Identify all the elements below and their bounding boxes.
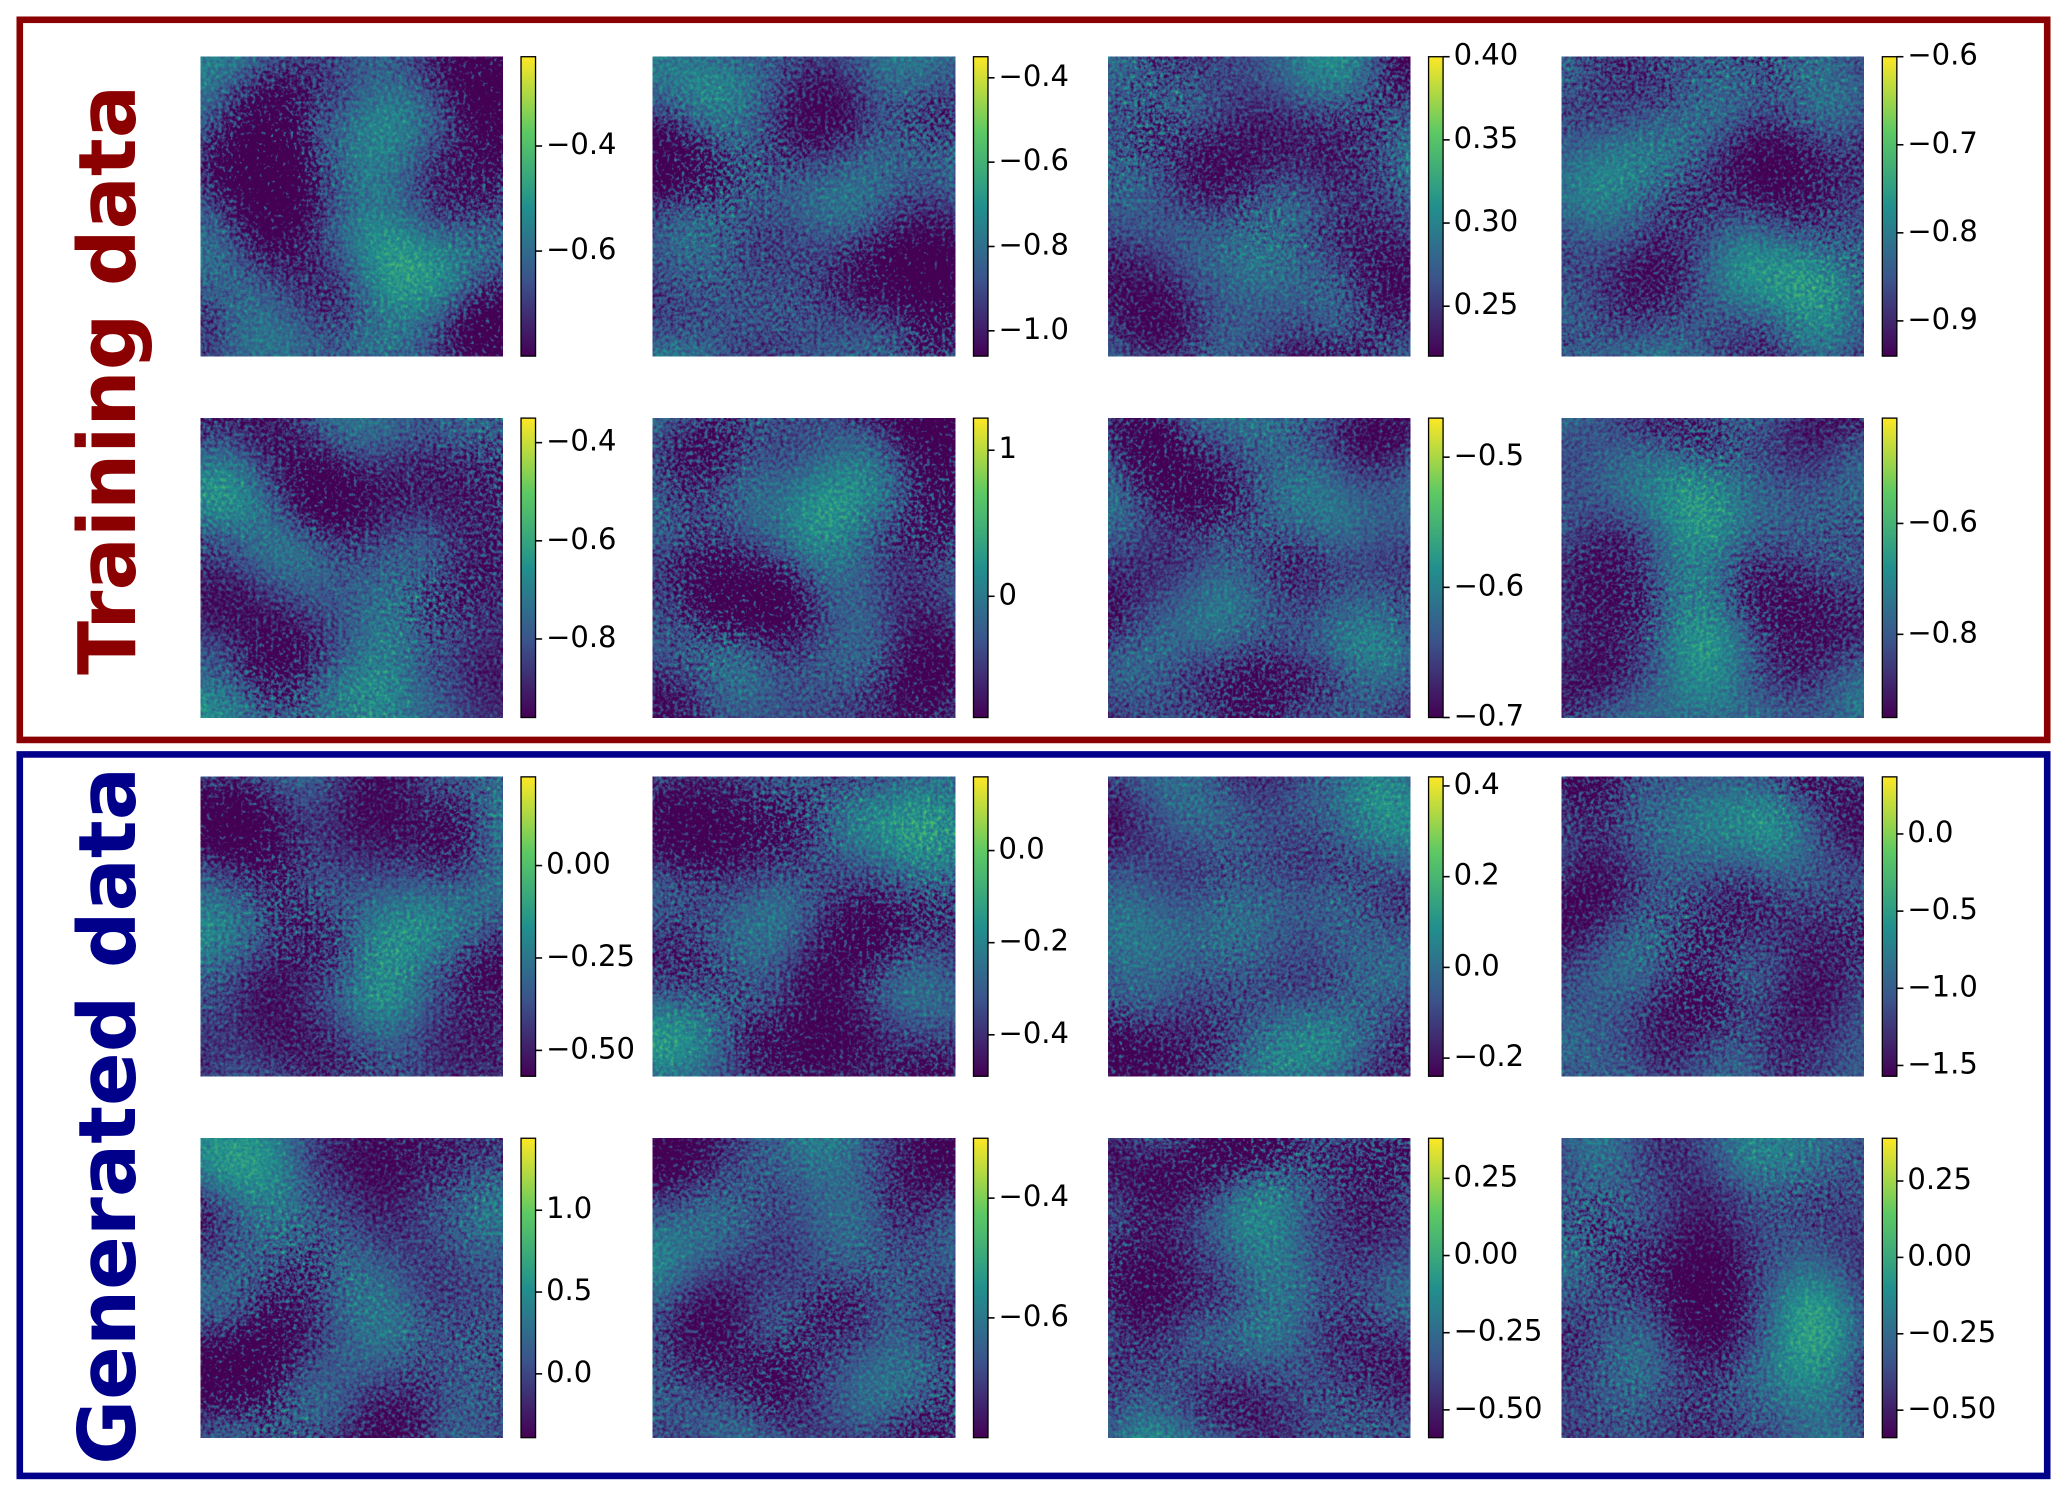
colorbar-tick-label: −0.4 — [546, 424, 616, 458]
colorbar-tick-label: −0.25 — [1454, 1314, 1543, 1348]
colorbar-tick-label: 0.25 — [1454, 1159, 1519, 1193]
heatmap — [1561, 1138, 1864, 1438]
colorbar-tick-label: −0.25 — [1907, 1315, 1996, 1349]
colorbar-tick-label: 0.5 — [546, 1273, 592, 1307]
colorbar — [1881, 56, 1898, 357]
colorbar-tick-label: 0.0 — [1907, 815, 1953, 849]
colorbar-tick-label: −0.8 — [1907, 615, 1977, 649]
heatmap — [652, 418, 956, 718]
colorbar-tick-label: 0.30 — [1454, 204, 1519, 238]
colorbar-tick-label: 0.0 — [546, 1355, 592, 1389]
colorbar-tick-label: −0.6 — [546, 522, 616, 556]
colorbar-tick-label: 0.4 — [1454, 767, 1500, 801]
heatmap — [1108, 418, 1411, 718]
colorbar-tick-label: −1.5 — [1907, 1046, 1977, 1080]
colorbar-tick-label: 0.00 — [1454, 1237, 1519, 1271]
colorbar-tick-label: −0.5 — [1907, 892, 1977, 926]
group-title: Training data — [62, 85, 154, 675]
group-title: Generated data — [62, 767, 154, 1465]
colorbar-tick-label: 0.35 — [1454, 121, 1519, 155]
heatmap — [1561, 776, 1864, 1077]
colorbar-tick-label: 0.2 — [1454, 858, 1500, 892]
colorbar — [1881, 417, 1898, 719]
heatmap — [1108, 1138, 1411, 1438]
colorbar — [972, 417, 989, 719]
heatmap — [1561, 56, 1864, 357]
colorbar-tick-label: 0.40 — [1454, 38, 1519, 72]
colorbar-tick-label: −0.4 — [999, 59, 1069, 93]
heatmap — [200, 1138, 503, 1438]
colorbar-tick-label: −0.9 — [1907, 302, 1977, 336]
colorbar-tick-label: −0.6 — [999, 1299, 1069, 1333]
colorbar-tick-label: 0.0 — [999, 832, 1045, 866]
heatmap — [1108, 776, 1411, 1077]
colorbar-tick-label: 0.25 — [1454, 287, 1519, 321]
heatmap — [652, 56, 956, 357]
heatmap — [652, 776, 956, 1077]
colorbar-tick-label: 0.25 — [1907, 1162, 1972, 1196]
colorbar-tick-label: 1 — [999, 431, 1017, 465]
colorbar-tick-label: 0 — [999, 577, 1017, 611]
colorbar — [520, 56, 537, 357]
generated-frame — [16, 751, 2051, 1480]
colorbar-tick-label: −0.6 — [1907, 504, 1977, 538]
colorbar — [520, 1137, 537, 1439]
colorbar-tick-label: −0.4 — [999, 1016, 1069, 1050]
colorbar-tick-label: −0.7 — [1454, 699, 1524, 733]
colorbar-tick-label: −0.2 — [999, 924, 1069, 958]
colorbar-tick-label: −1.0 — [999, 312, 1069, 346]
colorbar-tick-label: −0.8 — [1907, 214, 1977, 248]
colorbar-tick-label: 1.0 — [546, 1191, 592, 1225]
colorbar-tick-label: −0.6 — [1454, 568, 1524, 602]
colorbar-tick-label: 0.00 — [1907, 1238, 1972, 1272]
colorbar — [1427, 417, 1444, 719]
colorbar-tick-label: −0.50 — [1454, 1391, 1543, 1425]
colorbar-tick-label: −0.50 — [546, 1031, 635, 1065]
colorbar — [1427, 776, 1444, 1077]
colorbar-tick-label: −0.5 — [1454, 438, 1524, 472]
colorbar-tick-label: −0.8 — [999, 227, 1069, 261]
colorbar-tick-label: −0.8 — [546, 620, 616, 654]
colorbar — [972, 1137, 989, 1439]
colorbar — [1881, 776, 1898, 1077]
colorbar — [972, 56, 989, 357]
heatmap — [1561, 418, 1864, 718]
colorbar — [520, 776, 537, 1077]
training-frame — [16, 16, 2051, 744]
colorbar-tick-label: −0.7 — [1907, 126, 1977, 160]
colorbar-tick-label: 0.00 — [546, 847, 611, 881]
colorbar-tick-label: −0.4 — [546, 127, 616, 161]
colorbar — [1427, 1137, 1444, 1439]
colorbar-tick-label: −0.2 — [1454, 1039, 1524, 1073]
colorbar — [520, 417, 537, 719]
colorbar-tick-label: −0.25 — [546, 939, 635, 973]
colorbar-tick-label: −0.50 — [1907, 1391, 1996, 1425]
heatmap — [200, 56, 503, 357]
colorbar-tick-label: 0.0 — [1454, 948, 1500, 982]
heatmap — [652, 1138, 956, 1438]
heatmap — [1108, 56, 1411, 357]
colorbar-tick-label: −0.4 — [999, 1179, 1069, 1213]
heatmap — [200, 418, 503, 718]
colorbar-tick-label: −0.6 — [1907, 38, 1977, 72]
heatmap — [200, 776, 503, 1077]
colorbar — [1427, 56, 1444, 357]
colorbar — [972, 776, 989, 1077]
colorbar — [1881, 1137, 1898, 1439]
colorbar-tick-label: −0.6 — [546, 232, 616, 266]
colorbar-tick-label: −1.0 — [1907, 969, 1977, 1003]
colorbar-tick-label: −0.6 — [999, 143, 1069, 177]
